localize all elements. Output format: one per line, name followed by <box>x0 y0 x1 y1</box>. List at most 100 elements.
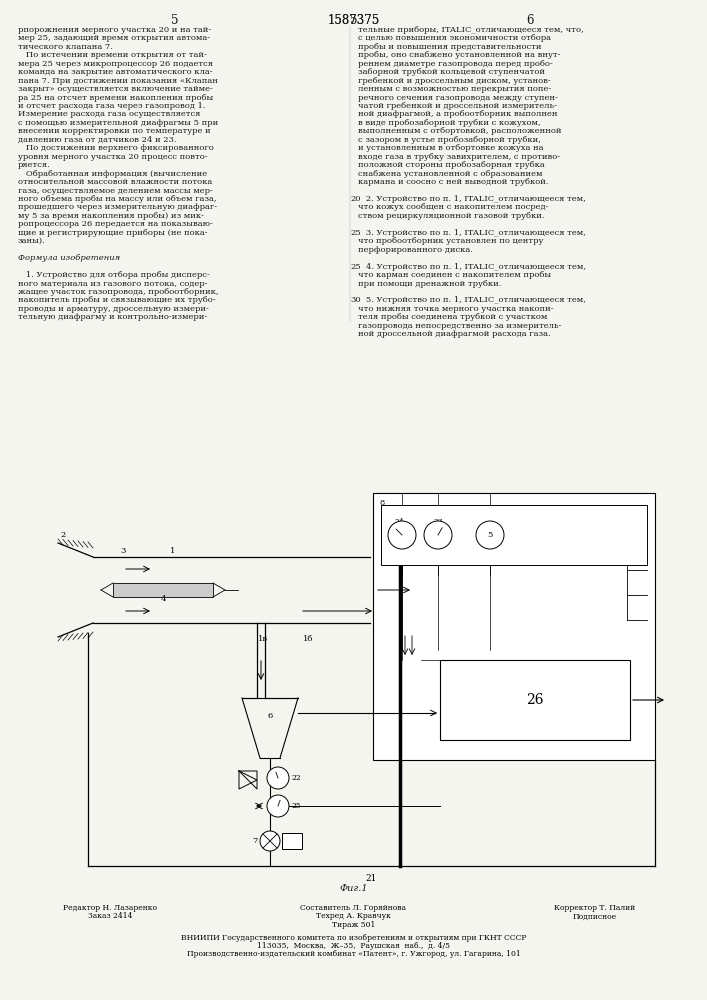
Text: рпорожнения мерного участка 20 и на тай-: рпорожнения мерного участка 20 и на тай- <box>18 26 211 34</box>
Text: в виде пробозаборной трубки с кожухом,: в виде пробозаборной трубки с кожухом, <box>358 119 541 127</box>
Text: 3. Устройство по п. 1, ITALIC_отличающееся тем,: 3. Устройство по п. 1, ITALIC_отличающее… <box>358 229 586 237</box>
Text: тельную диафрагму и контрольно-измери-: тельную диафрагму и контрольно-измери- <box>18 313 207 321</box>
Text: Тираж 501: Тираж 501 <box>332 921 375 929</box>
Text: 7: 7 <box>252 837 258 845</box>
Text: Заказ 2414: Заказ 2414 <box>88 912 132 920</box>
Text: что кожух сообщен с накопителем посред-: что кожух сообщен с накопителем посред- <box>358 203 549 211</box>
Text: 24: 24 <box>394 518 404 526</box>
Text: теля пробы соединена трубкой с участком: теля пробы соединена трубкой с участком <box>358 313 547 321</box>
Text: 22: 22 <box>291 774 300 782</box>
Text: с зазором в устье пробозаборной трубки,: с зазором в устье пробозаборной трубки, <box>358 136 541 144</box>
Text: Подписное: Подписное <box>573 912 617 920</box>
Text: газопровода непосредственно за измеритель-: газопровода непосредственно за измерител… <box>358 322 561 330</box>
Text: и отсчет расхода газа через газопровод 1.: и отсчет расхода газа через газопровод 1… <box>18 102 206 110</box>
Text: 25: 25 <box>291 802 300 810</box>
Text: газа, осуществляемое делением массы мер-: газа, осуществляемое делением массы мер- <box>18 187 213 195</box>
Text: ленным с возможностью перекрытия попе-: ленным с возможностью перекрытия попе- <box>358 85 551 93</box>
Text: 1в: 1в <box>258 635 268 643</box>
Text: Корректор Т. Палий: Корректор Т. Палий <box>554 904 636 912</box>
Text: накопитель пробы и связывающие их трубо-: накопитель пробы и связывающие их трубо- <box>18 296 216 304</box>
Text: 23: 23 <box>433 518 443 526</box>
Text: кармана и соосно с ней выводной трубкой.: кармана и соосно с ней выводной трубкой. <box>358 178 549 186</box>
Text: щие и регистрирующие приборы (не пока-: щие и регистрирующие приборы (не пока- <box>18 229 208 237</box>
Text: 5: 5 <box>171 14 179 27</box>
Text: проводы и арматуру, дроссельную измери-: проводы и арматуру, дроссельную измери- <box>18 305 209 313</box>
Text: 1. Устройство для отбора пробы дисперс-: 1. Устройство для отбора пробы дисперс- <box>18 271 210 279</box>
Text: Составитель Л. Горяйнова: Составитель Л. Горяйнова <box>300 904 407 912</box>
Text: тического клапана 7.: тического клапана 7. <box>18 43 113 51</box>
Text: ряется.: ряется. <box>18 161 51 169</box>
Text: 3: 3 <box>120 547 126 555</box>
Text: Производственно-издательский комбинат «Патент», г. Ужгород, ул. Гагарина, 101: Производственно-издательский комбинат «П… <box>187 950 520 958</box>
Text: закрыт» осуществляется включение тайме-: закрыт» осуществляется включение тайме- <box>18 85 213 93</box>
Text: 30: 30 <box>350 296 361 304</box>
Text: и установленным в отбортовке кожуха на: и установленным в отбортовке кожуха на <box>358 144 544 152</box>
Text: ной диафрагмой, а пробоотборник выполнен: ной диафрагмой, а пробоотборник выполнен <box>358 110 558 118</box>
Text: что карман соединен с накопителем пробы: что карман соединен с накопителем пробы <box>358 271 551 279</box>
Bar <box>381 505 647 565</box>
Text: внесении корректировки по температуре и: внесении корректировки по температуре и <box>18 127 211 135</box>
Text: тельные приборы, ITALIC_отличающееся тем, что,: тельные приборы, ITALIC_отличающееся тем… <box>358 26 583 34</box>
Text: 1б: 1б <box>303 635 313 643</box>
Text: 5: 5 <box>487 531 493 539</box>
Text: 25: 25 <box>350 263 361 271</box>
Text: гребенкой и дроссельным диском, установ-: гребенкой и дроссельным диском, установ- <box>358 77 551 85</box>
Text: 25: 25 <box>350 229 361 237</box>
Text: относительной массовой влажности потока: относительной массовой влажности потока <box>18 178 212 186</box>
Text: ропроцессора 26 передается на показываю-: ропроцессора 26 передается на показываю- <box>18 220 213 228</box>
Text: 6: 6 <box>526 14 534 27</box>
Text: 26: 26 <box>526 693 544 707</box>
Text: входе газа в трубку завихрителем, с противо-: входе газа в трубку завихрителем, с прот… <box>358 153 560 161</box>
Circle shape <box>476 521 504 549</box>
Text: 1587375: 1587375 <box>327 14 380 27</box>
Text: ра 25 на отсчет времени накопления пробы: ра 25 на отсчет времени накопления пробы <box>18 94 214 102</box>
Text: 5: 5 <box>350 14 357 27</box>
Text: 4: 4 <box>160 595 165 603</box>
Text: 4. Устройство по п. 1, ITALIC_отличающееся тем,: 4. Устройство по п. 1, ITALIC_отличающее… <box>358 263 586 271</box>
Text: му 5 за время накопления пробы) из мик-: му 5 за время накопления пробы) из мик- <box>18 212 204 220</box>
Text: Техред А. Кравчук: Техред А. Кравчук <box>316 912 391 920</box>
Text: По достижении верхнего фиксированного: По достижении верхнего фиксированного <box>18 144 214 152</box>
Text: Формула изобретения: Формула изобретения <box>18 254 120 262</box>
Text: реннем диаметре газопровода перед пробо-: реннем диаметре газопровода перед пробо- <box>358 60 553 68</box>
Text: ной дроссельной диафрагмой расхода газа.: ной дроссельной диафрагмой расхода газа. <box>358 330 551 338</box>
Text: заборной трубкой кольцевой ступенчатой: заборной трубкой кольцевой ступенчатой <box>358 68 545 76</box>
Text: 20: 20 <box>350 195 361 203</box>
Text: перфорированного диска.: перфорированного диска. <box>358 246 473 254</box>
Text: пробы и повышения представительности: пробы и повышения представительности <box>358 43 542 51</box>
Text: ного объема пробы на массу или объем газа,: ного объема пробы на массу или объем газ… <box>18 195 216 203</box>
Text: заны).: заны). <box>18 237 46 245</box>
Text: Измерение расхода газа осуществляется: Измерение расхода газа осуществляется <box>18 110 200 118</box>
Text: прошедшего через измерительную диафраг-: прошедшего через измерительную диафраг- <box>18 203 217 211</box>
Text: с помощью измерительной диафрагмы 5 при: с помощью измерительной диафрагмы 5 при <box>18 119 218 127</box>
Text: что нижняя точка мерного участка накопи-: что нижняя точка мерного участка накопи- <box>358 305 554 313</box>
Text: давлению газа от датчиков 24 и 23.: давлению газа от датчиков 24 и 23. <box>18 136 177 144</box>
Text: команда на закрытие автоматического кла-: команда на закрытие автоматического кла- <box>18 68 213 76</box>
Text: выполненным с отбортовкой, расположенной: выполненным с отбортовкой, расположенной <box>358 127 561 135</box>
Text: положной стороны пробозаборная трубка: положной стороны пробозаборная трубка <box>358 161 545 169</box>
Text: 21: 21 <box>366 874 378 883</box>
Text: Фиг.1: Фиг.1 <box>339 884 368 893</box>
Circle shape <box>267 767 289 789</box>
Text: мера 25 через микропроцессор 26 подается: мера 25 через микропроцессор 26 подается <box>18 60 213 68</box>
Text: речного сечения газопровода между ступен-: речного сечения газопровода между ступен… <box>358 94 558 102</box>
Circle shape <box>424 521 452 549</box>
Text: жащее участок газопровода, пробоотборник,: жащее участок газопровода, пробоотборник… <box>18 288 218 296</box>
Bar <box>113 583 213 597</box>
Text: мер 25, задающий время открытия автома-: мер 25, задающий время открытия автома- <box>18 34 210 42</box>
Text: чатой гребенкой и дроссельной измеритель-: чатой гребенкой и дроссельной измеритель… <box>358 102 557 110</box>
Text: ного материала из газового потока, содер-: ного материала из газового потока, содер… <box>18 279 207 288</box>
Text: 6: 6 <box>267 712 273 720</box>
Text: 5. Устройство по п. 1, ITALIC_отличающееся тем,: 5. Устройство по п. 1, ITALIC_отличающее… <box>358 296 586 304</box>
Text: ВНИИПИ Государственного комитета по изобретениям и открытиям при ГКНТ СССР: ВНИИПИ Государственного комитета по изоб… <box>181 934 526 942</box>
Text: уровня мерного участка 20 процесс повто-: уровня мерного участка 20 процесс повто- <box>18 153 208 161</box>
Text: ством рециркуляционной газовой трубки.: ством рециркуляционной газовой трубки. <box>358 212 544 220</box>
Bar <box>373 493 655 760</box>
Text: что пробоотборник установлен по центру: что пробоотборник установлен по центру <box>358 237 544 245</box>
Text: 2. Устройство по п. 1, ITALIC_отличающееся тем,: 2. Устройство по п. 1, ITALIC_отличающее… <box>358 195 586 203</box>
Text: 1587375: 1587375 <box>327 14 380 27</box>
Bar <box>282 833 302 849</box>
Text: с целью повышения экономичности отбора: с целью повышения экономичности отбора <box>358 34 551 42</box>
Text: 1: 1 <box>170 547 175 555</box>
Circle shape <box>260 831 280 851</box>
